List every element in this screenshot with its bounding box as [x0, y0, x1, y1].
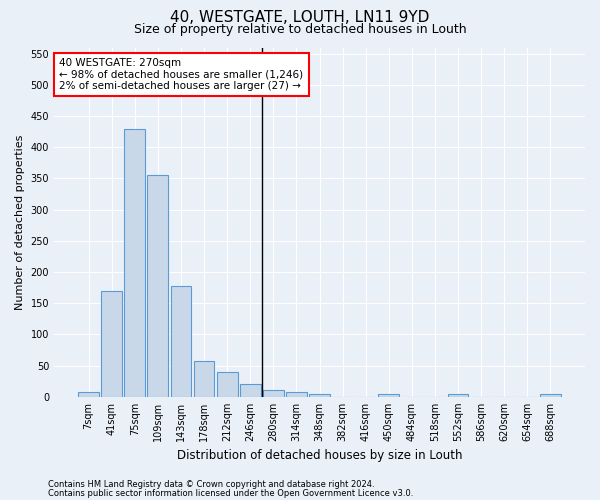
Text: Contains HM Land Registry data © Crown copyright and database right 2024.: Contains HM Land Registry data © Crown c… — [48, 480, 374, 489]
Bar — [540, 394, 561, 397]
Text: 40 WESTGATE: 270sqm
← 98% of detached houses are smaller (1,246)
2% of semi-deta: 40 WESTGATE: 270sqm ← 98% of detached ho… — [59, 58, 304, 91]
Bar — [217, 372, 238, 397]
Bar — [309, 394, 330, 397]
Text: Contains public sector information licensed under the Open Government Licence v3: Contains public sector information licen… — [48, 488, 413, 498]
Bar — [448, 394, 469, 397]
Bar — [240, 384, 260, 397]
Bar — [263, 390, 284, 397]
Bar — [101, 291, 122, 397]
Bar — [286, 392, 307, 397]
Y-axis label: Number of detached properties: Number of detached properties — [15, 134, 25, 310]
Bar — [124, 128, 145, 397]
Text: Size of property relative to detached houses in Louth: Size of property relative to detached ho… — [134, 22, 466, 36]
Bar — [170, 286, 191, 397]
Bar — [78, 392, 99, 397]
X-axis label: Distribution of detached houses by size in Louth: Distribution of detached houses by size … — [177, 450, 462, 462]
Bar — [379, 394, 399, 397]
Bar — [148, 176, 168, 397]
Text: 40, WESTGATE, LOUTH, LN11 9YD: 40, WESTGATE, LOUTH, LN11 9YD — [170, 10, 430, 25]
Bar — [194, 362, 214, 397]
